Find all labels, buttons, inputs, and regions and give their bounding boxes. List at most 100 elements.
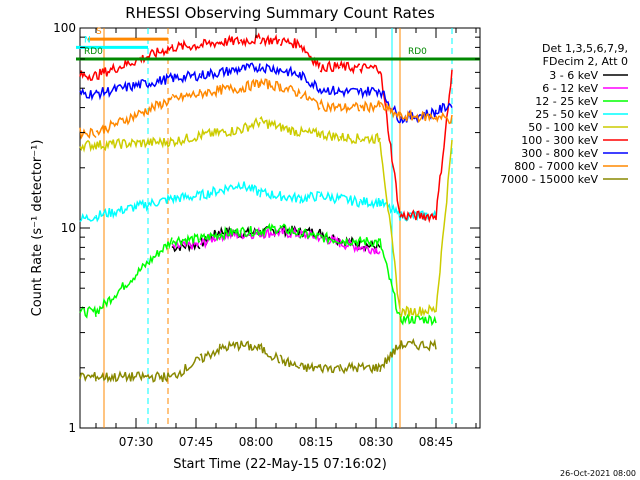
series-5 (79, 32, 453, 224)
y-axis-label: Count Rate (s⁻¹ detector⁻¹) (30, 140, 45, 317)
series-segment (95, 45, 173, 80)
y-tick-label: 1 (68, 421, 76, 435)
series-segment (259, 115, 281, 131)
x-tick-label: 08:30 (359, 435, 394, 449)
annotation-layer: SN RD0 RD0 (76, 27, 480, 61)
legend-label: 100 - 300 keV (521, 134, 598, 147)
series-segment (359, 236, 381, 248)
series-layer (79, 32, 453, 384)
series-segment (399, 337, 437, 352)
series-segment (359, 197, 381, 210)
x-tick-label: 07:45 (179, 435, 214, 449)
series-segment (171, 189, 201, 205)
footer-timestamp: 26-Oct-2021 08:00 (560, 469, 636, 478)
x-tick-label: 08:45 (419, 435, 454, 449)
series-segment (299, 125, 321, 138)
series-segment (279, 226, 301, 239)
series-segment (339, 193, 361, 208)
x-tick-label: 08:00 (239, 435, 274, 449)
series-segment (79, 139, 97, 153)
series-segment (171, 232, 201, 248)
series-segment (379, 141, 401, 310)
series-segment (79, 212, 97, 223)
series-segment (299, 70, 321, 94)
series-segment (239, 32, 261, 48)
legend-label: 800 - 7000 keV (514, 160, 598, 173)
series-segment (259, 77, 281, 92)
series-segment (199, 38, 221, 49)
series-segment (339, 237, 361, 248)
series-segment (399, 303, 437, 318)
series-segment (299, 44, 321, 70)
series-segment (379, 71, 401, 214)
x-axis-label: Start Time (22-May-15 07:16:02) (173, 457, 387, 472)
series-segment (259, 33, 281, 48)
series-segment (280, 37, 301, 49)
series-segment (435, 139, 453, 312)
annotation-label-1: N (84, 35, 91, 45)
series-segment (339, 59, 361, 75)
series-7 (79, 77, 453, 140)
series-segment (199, 127, 221, 141)
series-segment (279, 191, 301, 204)
series-segment (171, 88, 201, 103)
annotation-label-2: RD0 (408, 47, 427, 57)
series-segment (239, 78, 261, 94)
series-segment (399, 108, 437, 124)
axes-layer: 1 10 100 07:30 07:45 08:00 08:15 08:30 08:45 (53, 21, 480, 449)
series-6 (79, 62, 453, 124)
series-segment (279, 122, 301, 137)
series-segment (279, 83, 301, 97)
series-segment (359, 86, 381, 100)
series-segment (319, 98, 341, 114)
x-tick-label: 07:30 (119, 435, 154, 449)
series-segment (79, 305, 97, 319)
series-segment (171, 70, 201, 84)
series-3 (79, 181, 437, 223)
series-segment (239, 181, 261, 196)
series-segment (95, 370, 173, 384)
series-segment (259, 63, 281, 76)
series-segment (199, 231, 221, 242)
series-segment (399, 312, 437, 327)
series-segment (435, 69, 453, 221)
series-segment (239, 226, 261, 240)
series-segment (279, 65, 301, 79)
series-segment (319, 231, 341, 246)
series-segment (199, 185, 221, 201)
series-segment (95, 193, 173, 223)
series-segment (239, 117, 261, 135)
series-segment (95, 136, 173, 152)
series-segment (95, 96, 173, 136)
instrument-markers (103, 28, 453, 428)
y-tick-label: 100 (53, 21, 76, 35)
annotation-label-0: S (96, 27, 102, 37)
series-segment (339, 132, 361, 145)
series-segment (359, 132, 381, 145)
series-segment (319, 363, 341, 374)
legend-label: 12 - 25 keV (535, 95, 598, 108)
series-8 (79, 337, 437, 384)
series-segment (339, 101, 361, 115)
legend-label: 50 - 100 keV (528, 121, 598, 134)
legend: Det 1,3,5,6,7,9,FDecim 2, Att 03 - 6 keV… (500, 42, 628, 186)
series-segment (319, 60, 341, 73)
series-segment (259, 222, 281, 238)
series-segment (219, 340, 241, 352)
series-segment (95, 71, 173, 101)
legend-label: 3 - 6 keV (549, 69, 598, 82)
series-segment (219, 65, 241, 79)
series-segment (219, 82, 241, 95)
series-segment (259, 227, 281, 240)
series-segment (259, 186, 281, 200)
legend-header-line: Det 1,3,5,6,7,9, (542, 42, 628, 55)
series-segment (219, 181, 241, 196)
x-tick-label: 08:15 (299, 435, 334, 449)
series-segment (219, 126, 241, 137)
series-segment (399, 209, 437, 224)
legend-label: 6 - 12 keV (542, 82, 598, 95)
series-segment (219, 225, 241, 241)
annotation-label-3: RD0 (84, 47, 103, 57)
series-segment (359, 245, 381, 255)
